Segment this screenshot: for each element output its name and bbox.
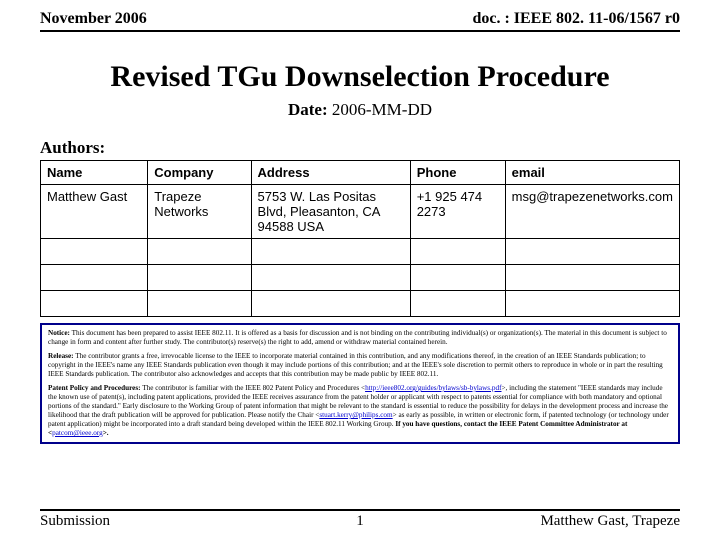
table-row (41, 265, 680, 291)
table-cell (505, 291, 679, 317)
table-cell (148, 239, 251, 265)
date-value: 2006-MM-DD (332, 100, 432, 119)
table-cell (148, 265, 251, 291)
release-text: The contributor grants a free, irrevocab… (48, 352, 663, 378)
date-label: Date: (288, 100, 328, 119)
table-cell: Matthew Gast (41, 185, 148, 239)
patent-link-chair[interactable]: stuart.kerry@philips.com (319, 411, 392, 419)
page-title: Revised TGu Downselection Procedure (40, 60, 680, 94)
authors-col-phone: Phone (410, 161, 505, 185)
table-cell (41, 291, 148, 317)
footer-left: Submission (40, 513, 110, 530)
header-date: November 2006 (40, 10, 147, 28)
authors-label: Authors: (40, 138, 680, 158)
table-cell (251, 265, 410, 291)
table-cell (251, 291, 410, 317)
notice-lead: Notice: (48, 329, 70, 337)
authors-col-name: Name (41, 161, 148, 185)
patent-lead: Patent Policy and Procedures: (48, 384, 141, 392)
authors-col-company: Company (148, 161, 251, 185)
patent-link-patcom[interactable]: patcom@ieee.org (52, 429, 103, 437)
table-row: Matthew GastTrapeze Networks5753 W. Las … (41, 185, 680, 239)
footer-right: Matthew Gast, Trapeze (540, 513, 680, 530)
release-lead: Release: (48, 352, 74, 360)
table-cell (148, 291, 251, 317)
notices-box: Notice: This document has been prepared … (40, 323, 680, 444)
authors-col-address: Address (251, 161, 410, 185)
table-cell (251, 239, 410, 265)
table-cell: msg@trapezenetworks.com (505, 185, 679, 239)
table-cell: +1 925 474 2273 (410, 185, 505, 239)
patent-tail: >. (103, 429, 109, 437)
release-paragraph: Release: The contributor grants a free, … (48, 352, 672, 379)
table-row (41, 239, 680, 265)
footer-page-number: 1 (356, 513, 364, 530)
table-cell (410, 239, 505, 265)
patent-paragraph: Patent Policy and Procedures: The contri… (48, 384, 672, 438)
table-cell: 5753 W. Las Positas Blvd, Pleasanton, CA… (251, 185, 410, 239)
notice-text: This document has been prepared to assis… (48, 329, 667, 346)
authors-col-email: email (505, 161, 679, 185)
table-cell (41, 239, 148, 265)
table-cell (410, 291, 505, 317)
table-cell (505, 265, 679, 291)
page-header: November 2006 doc. : IEEE 802. 11-06/156… (40, 10, 680, 32)
page-footer: Submission 1 Matthew Gast, Trapeze (40, 509, 680, 530)
notice-paragraph: Notice: This document has been prepared … (48, 329, 672, 347)
table-cell (505, 239, 679, 265)
table-row (41, 291, 680, 317)
authors-table: NameCompanyAddressPhoneemail Matthew Gas… (40, 160, 680, 317)
header-docid: doc. : IEEE 802. 11-06/1567 r0 (472, 10, 680, 28)
patent-pre: The contributor is familiar with the IEE… (142, 384, 365, 392)
date-line: Date: 2006-MM-DD (40, 100, 680, 120)
table-cell: Trapeze Networks (148, 185, 251, 239)
table-cell (41, 265, 148, 291)
table-cell (410, 265, 505, 291)
patent-link-bylaws[interactable]: http://ieee802.org/guides/bylaws/sb-byla… (365, 384, 501, 392)
